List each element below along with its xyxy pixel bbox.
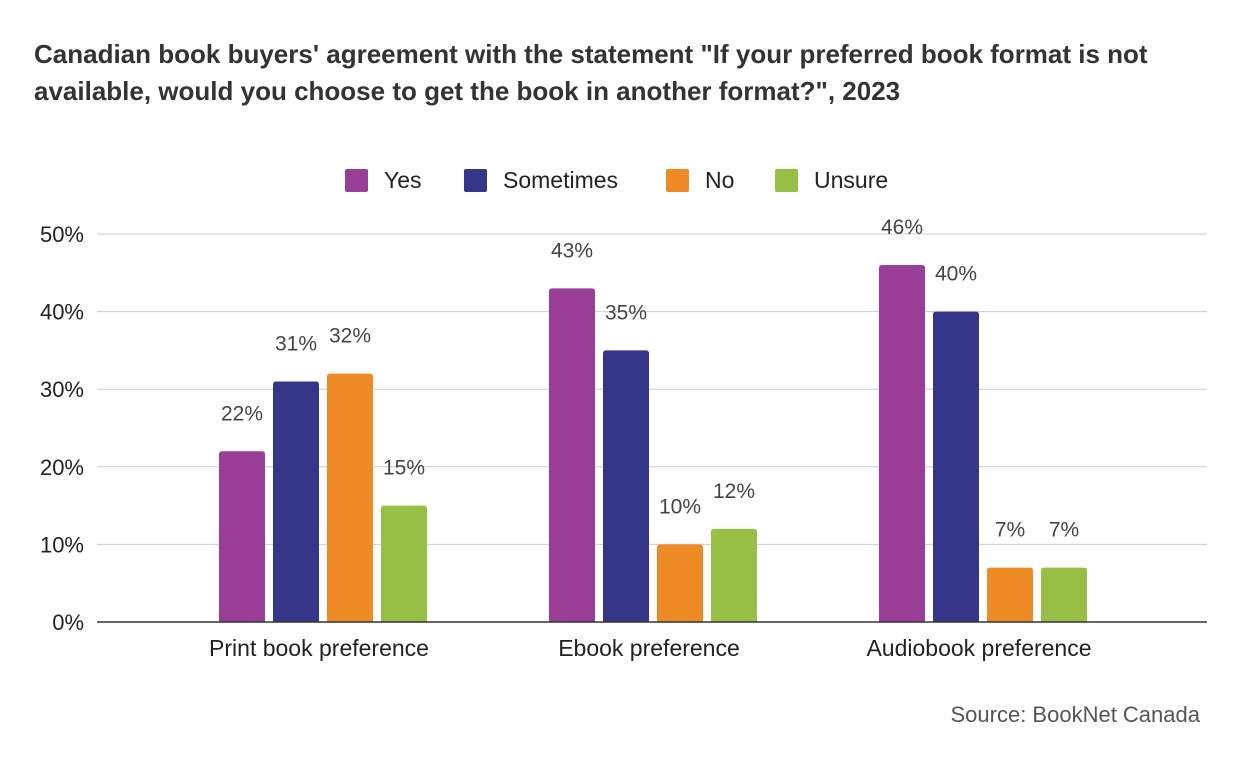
chart-title: Canadian book buyers' agreement with the…: [34, 39, 1148, 106]
y-tick-label: 20%: [40, 455, 84, 480]
source-note: Source: BookNet Canada: [950, 702, 1201, 727]
legend-item-no: No: [666, 164, 734, 196]
bar-unsure-3: [1041, 567, 1087, 622]
legend-item-yes: Yes: [345, 164, 422, 196]
bar-unsure-2: [711, 528, 757, 622]
data-label: 46%: [881, 216, 923, 239]
bar-sometimes-2: [603, 350, 649, 622]
data-label: 10%: [659, 495, 701, 518]
data-label: 12%: [713, 480, 755, 503]
data-label: 7%: [995, 519, 1025, 542]
legend-label-no: No: [705, 166, 735, 193]
data-label: 15%: [383, 457, 425, 480]
data-label: 35%: [605, 301, 647, 324]
legend-item-sometimes: Sometimes: [464, 164, 618, 196]
legend-swatch-sometimes: [464, 168, 487, 192]
x-category-label: Print book preference: [209, 635, 429, 661]
bar-yes-1: [219, 451, 265, 622]
data-label: 31%: [275, 332, 317, 355]
legend-item-unsure: Unsure: [775, 164, 888, 196]
legend-swatch-unsure: [775, 168, 798, 192]
legend-label-sometimes: Sometimes: [503, 166, 619, 193]
y-tick-label: 10%: [40, 532, 84, 557]
bar-sometimes-3: [933, 311, 979, 622]
y-tick-label: 40%: [40, 300, 84, 325]
bar-unsure-1: [381, 505, 427, 622]
bar-no-2: [657, 544, 703, 622]
x-category-label: Ebook preference: [558, 635, 740, 661]
data-label: 7%: [1049, 519, 1079, 542]
bar-yes-2: [549, 288, 595, 622]
data-label: 40%: [935, 263, 977, 286]
bar-yes-3: [879, 265, 925, 622]
y-tick-label: 30%: [40, 377, 84, 402]
data-label: 22%: [221, 402, 263, 425]
bar-sometimes-1: [273, 381, 319, 622]
legend-swatch-no: [666, 168, 689, 192]
data-label: 32%: [329, 325, 371, 348]
y-tick-label: 0%: [52, 610, 84, 635]
x-category-label: Audiobook preference: [866, 635, 1091, 661]
legend-swatch-yes: [345, 168, 368, 192]
chart-legend: Yes Sometimes No Unsure: [0, 164, 1237, 196]
legend-label-yes: Yes: [384, 166, 422, 193]
y-tick-label: 50%: [40, 222, 84, 247]
legend-label-unsure: Unsure: [814, 166, 889, 193]
bar-no-3: [987, 567, 1033, 622]
bar-no-1: [327, 373, 373, 622]
data-label: 43%: [551, 239, 593, 262]
